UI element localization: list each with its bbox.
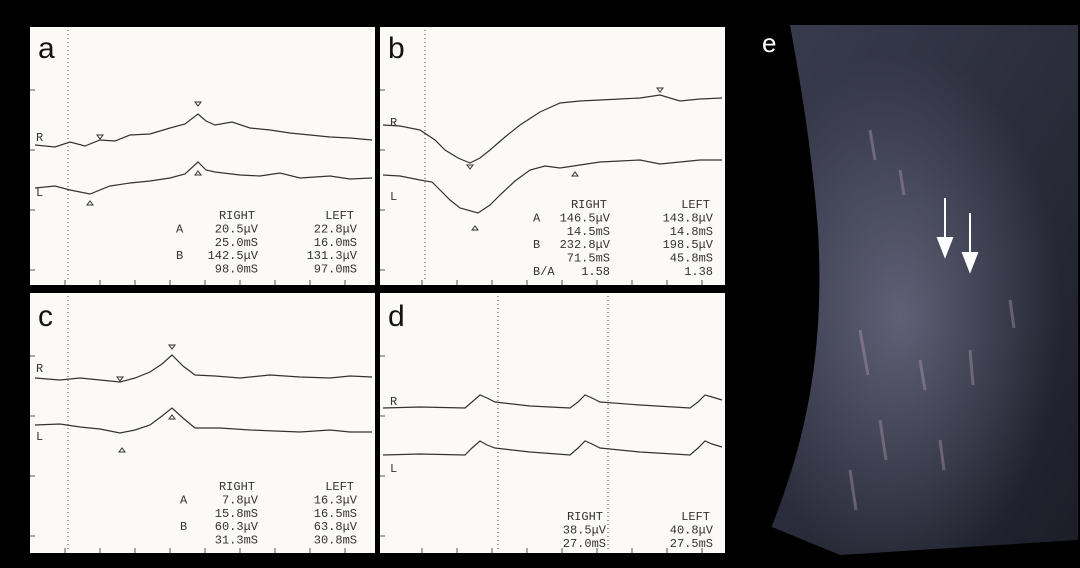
- cell-value: 146.5μV: [560, 211, 611, 225]
- cell-value: 16.0mS: [314, 236, 357, 250]
- cell-value: 97.0mS: [314, 263, 357, 277]
- cell-value: 1.58: [581, 265, 610, 279]
- trace-label: L: [36, 430, 43, 444]
- row-label: A: [176, 222, 184, 236]
- panel-label: a: [38, 32, 55, 65]
- column-header: RIGHT: [567, 510, 603, 524]
- column-header: LEFT: [681, 510, 710, 524]
- panel-label: e: [762, 28, 776, 58]
- cell-value: 142.5μV: [208, 249, 259, 263]
- cell-value: 1.38: [684, 265, 713, 279]
- column-header: LEFT: [325, 480, 354, 494]
- cell-value: 60.3μV: [215, 520, 259, 534]
- cell-value: 22.8μV: [314, 222, 358, 236]
- cell-value: 25.0mS: [215, 236, 258, 250]
- column-header: LEFT: [325, 209, 354, 223]
- cell-value: 143.8μV: [663, 211, 714, 225]
- trace-label: L: [36, 186, 43, 200]
- panel-d: [380, 293, 725, 553]
- cell-value: 40.8μV: [670, 523, 714, 537]
- cell-value: 31.3mS: [215, 534, 258, 548]
- cell-value: 98.0mS: [215, 263, 258, 277]
- column-header: RIGHT: [571, 198, 607, 212]
- trace-label: R: [390, 395, 397, 409]
- column-header: RIGHT: [219, 480, 255, 494]
- trace-label: R: [36, 131, 43, 145]
- trace-label: R: [36, 362, 43, 376]
- cell-value: 38.5μV: [563, 523, 607, 537]
- cell-value: 20.5μV: [215, 222, 259, 236]
- cell-value: 16.5mS: [314, 507, 357, 521]
- cell-value: 131.3μV: [307, 249, 358, 263]
- cell-value: 30.8mS: [314, 534, 357, 548]
- row-label: B: [180, 520, 187, 534]
- figure: a b c d e R L R L R L R L RIGHT LEFT A 20.5…: [0, 0, 1080, 568]
- row-label: A: [533, 211, 541, 225]
- row-label: B: [176, 249, 183, 263]
- panel-label: c: [38, 300, 53, 333]
- cell-value: 14.8mS: [670, 225, 713, 239]
- column-header: LEFT: [681, 198, 710, 212]
- column-header: RIGHT: [219, 209, 255, 223]
- cell-value: 27.0mS: [563, 537, 606, 551]
- cell-value: 16.3μV: [314, 493, 358, 507]
- cell-value: 45.8mS: [670, 252, 713, 266]
- cell-value: 15.8mS: [215, 507, 258, 521]
- cell-value: 7.8μV: [222, 493, 259, 507]
- cell-value: 198.5μV: [663, 238, 714, 252]
- trace-label: L: [390, 190, 397, 204]
- panel-label: b: [388, 32, 405, 65]
- panel-label: d: [388, 300, 405, 333]
- ultrasound-image: [755, 25, 1078, 555]
- row-label: B/A: [533, 265, 555, 279]
- cell-value: 71.5mS: [567, 252, 610, 266]
- cell-value: 27.5mS: [670, 537, 713, 551]
- cell-value: 63.8μV: [314, 520, 358, 534]
- cell-value: 14.5mS: [567, 225, 610, 239]
- trace-label: L: [390, 462, 397, 476]
- trace-label: R: [390, 116, 397, 130]
- row-label: A: [180, 493, 188, 507]
- cell-value: 232.8μV: [560, 238, 611, 252]
- row-label: B: [533, 238, 540, 252]
